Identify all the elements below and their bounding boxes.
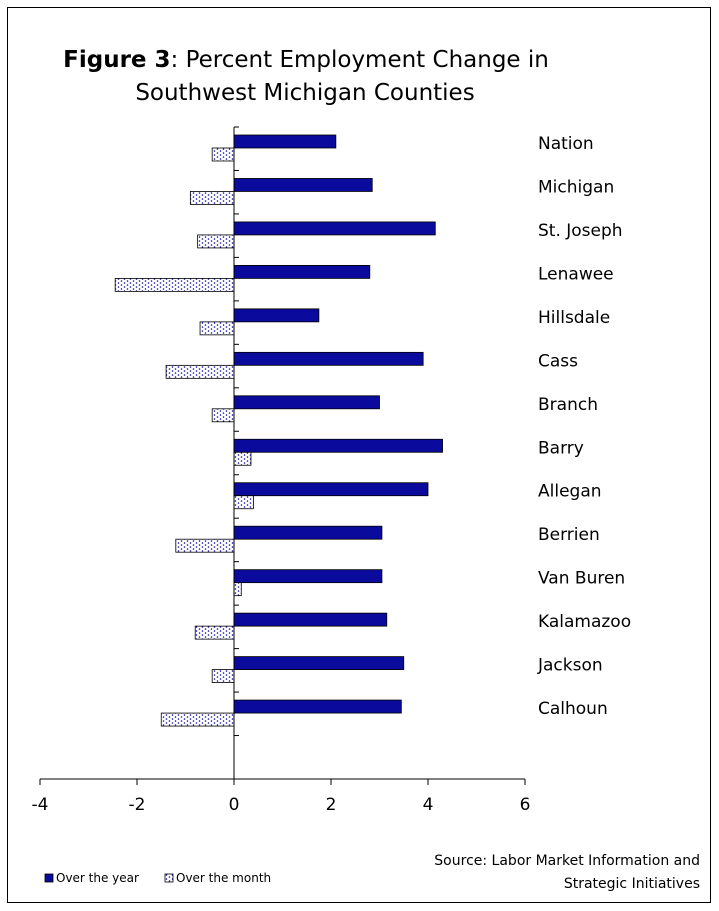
bar-over-the-year-1 xyxy=(233,178,373,192)
bar-over-the-month-11 xyxy=(194,625,235,640)
bar-over-the-month-4 xyxy=(199,321,235,336)
bar-over-the-year-0 xyxy=(233,134,337,149)
category-label-11: Kalamazoo xyxy=(538,612,631,632)
bar-over-the-month-8 xyxy=(233,495,254,510)
bar-over-the-month-2 xyxy=(197,234,235,249)
bar-over-the-year-6 xyxy=(233,395,380,410)
chart-title-bold: Figure 3 xyxy=(63,47,170,73)
x-tick-label-4: 4 xyxy=(423,795,434,815)
bar-over-the-month-10 xyxy=(233,582,242,597)
source-line-1: Source: Labor Market Information and xyxy=(434,853,700,869)
category-label-6: Branch xyxy=(538,395,598,415)
legend-swatch-over-the-month xyxy=(164,873,174,883)
bar-over-the-month-1 xyxy=(189,191,235,205)
bar-over-the-month-9 xyxy=(175,538,235,553)
bar-over-the-year-9 xyxy=(233,525,383,540)
source-line-2: Strategic Initiatives xyxy=(564,876,700,892)
bar-over-the-year-12 xyxy=(233,656,405,670)
chart-title-line2: Southwest Michigan Counties xyxy=(135,80,474,106)
x-tick-label-0: -4 xyxy=(32,795,49,815)
category-label-0: Nation xyxy=(538,134,594,154)
bar-over-the-month-12 xyxy=(211,669,235,683)
bar-over-the-year-11 xyxy=(233,612,388,627)
category-label-8: Allegan xyxy=(538,482,602,502)
bar-over-the-month-3 xyxy=(114,277,235,292)
x-tick-label-5: 6 xyxy=(520,795,531,815)
category-label-5: Cass xyxy=(538,351,578,371)
x-tick-label-3: 2 xyxy=(326,795,337,815)
category-label-10: Van Buren xyxy=(538,569,625,589)
legend: Over the year Over the month xyxy=(44,871,271,885)
bar-over-the-year-7 xyxy=(233,438,443,453)
bar-over-the-year-4 xyxy=(233,308,320,323)
legend-swatch-over-the-year xyxy=(44,873,54,883)
bar-over-the-year-2 xyxy=(233,221,436,236)
category-labels: Nation Michigan St. Joseph Lenawee Hillsdale… xyxy=(537,134,631,719)
bar-over-the-year-8 xyxy=(233,482,429,497)
bar-over-the-year-5 xyxy=(233,351,424,366)
bars-group xyxy=(114,134,443,727)
category-label-13: Calhoun xyxy=(538,699,608,719)
category-label-1: Michigan xyxy=(538,177,614,197)
chart-frame xyxy=(7,7,711,903)
legend-label-over-the-year: Over the year xyxy=(56,871,139,885)
bar-over-the-month-13 xyxy=(160,712,235,727)
chart-title: Figure 3: Percent Employment Change in xyxy=(63,47,549,73)
bar-over-the-month-7 xyxy=(233,451,252,466)
axes-group xyxy=(39,126,526,785)
category-label-4: Hillsdale xyxy=(538,308,610,328)
chart-title-rest: : Percent Employment Change in xyxy=(171,47,549,73)
legend-label-over-the-month: Over the month xyxy=(176,871,271,885)
x-tick-label-2: 0 xyxy=(229,795,240,815)
category-label-3: Lenawee xyxy=(538,264,614,284)
bar-over-the-year-13 xyxy=(233,699,402,714)
x-tick-labels: -4 -2 0 2 4 6 xyxy=(32,795,531,815)
x-tick-label-1: -2 xyxy=(129,795,146,815)
category-label-7: Barry xyxy=(538,438,584,458)
bar-over-the-month-5 xyxy=(165,364,235,379)
bar-over-the-year-3 xyxy=(233,264,371,279)
bar-over-the-month-0 xyxy=(211,147,235,162)
category-label-2: St. Joseph xyxy=(538,221,623,241)
bar-over-the-year-10 xyxy=(233,569,383,584)
category-label-12: Jackson xyxy=(537,656,603,676)
bar-over-the-month-6 xyxy=(211,408,235,423)
category-label-9: Berrien xyxy=(538,525,600,545)
